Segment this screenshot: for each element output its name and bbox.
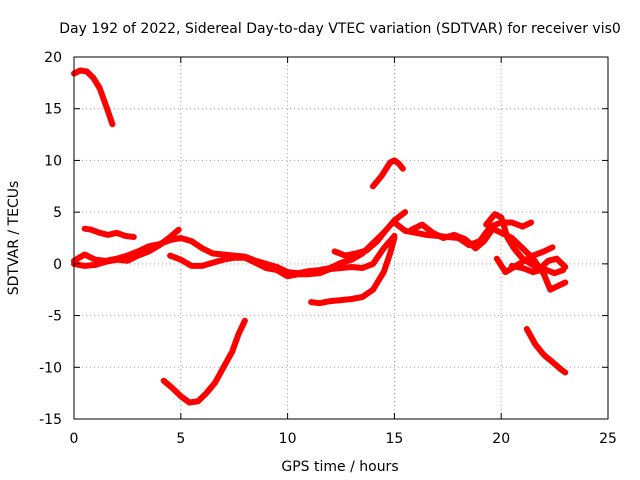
series-arc-14 [508, 262, 567, 277]
series-arc-15 [523, 326, 569, 376]
x-tick-label: 15 [385, 431, 403, 447]
series-arc-7 [308, 235, 398, 307]
series-layer [71, 67, 569, 406]
series-arc-4 [71, 226, 182, 269]
series-arc-2 [81, 225, 137, 240]
y-tick-label: 20 [44, 50, 62, 66]
series-arc-5 [167, 232, 398, 280]
series-arc-8 [370, 157, 406, 190]
x-tick-label: 10 [279, 431, 297, 447]
y-tick-label: -15 [39, 412, 62, 428]
y-tick-label: 10 [44, 153, 62, 169]
x-tick-label: 0 [70, 431, 79, 447]
chart-title: Day 192 of 2022, Sidereal Day-to-day VTE… [59, 21, 621, 37]
series-arc-11 [408, 221, 569, 293]
y-tick-label: 5 [53, 205, 62, 221]
series-arc-3 [71, 209, 409, 277]
y-tick-label: 15 [44, 102, 62, 118]
y-tick-label: -5 [48, 309, 62, 325]
y-tick-label: 0 [53, 257, 62, 273]
y-tick-label: -10 [39, 360, 62, 376]
series-arc-9 [331, 229, 387, 259]
series-arc-1 [71, 67, 116, 128]
x-tick-label: 5 [176, 431, 185, 447]
series-arc-6 [160, 317, 248, 406]
plot-border [73, 56, 609, 420]
x-tick-label: 25 [599, 431, 617, 447]
axis-ticks: 0 5 10 15 20 25 20 15 10 5 0 -5 -10 -15 [39, 50, 617, 447]
grid [74, 57, 608, 419]
series-arc-13 [493, 244, 556, 276]
x-axis-title: GPS time / hours [281, 459, 398, 475]
x-tick-label: 20 [492, 431, 510, 447]
y-axis-title: SDTVAR / TECUs [6, 181, 22, 296]
